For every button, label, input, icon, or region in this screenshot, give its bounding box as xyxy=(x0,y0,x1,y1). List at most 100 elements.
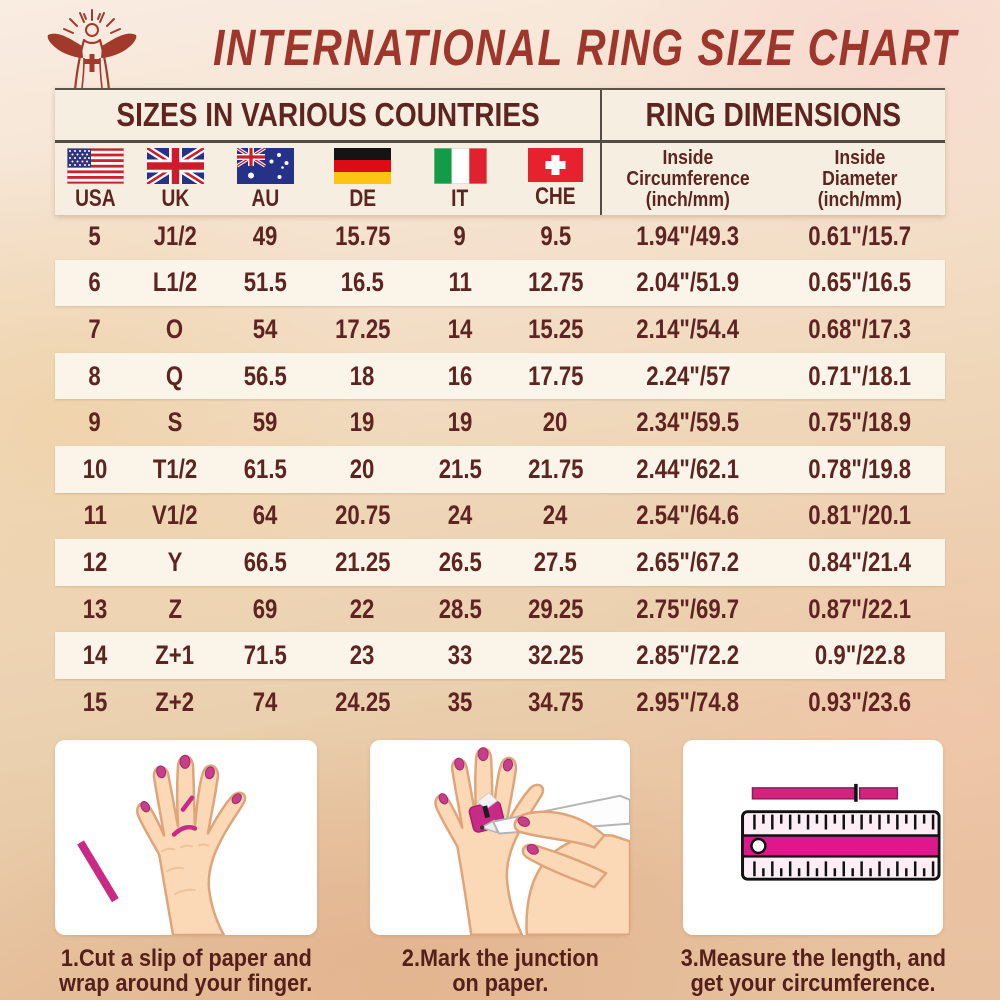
step3-caption: 3.Measure the length, and get your circu… xyxy=(680,945,946,997)
table-cell: 0.84"/21.4 xyxy=(808,546,912,577)
table-cell: 51.5 xyxy=(243,267,287,298)
table-cell: 21.5 xyxy=(438,453,482,484)
switzerland-flag-icon xyxy=(528,148,583,182)
table-cell: 11 xyxy=(83,500,107,531)
table-cell: 15.25 xyxy=(527,313,584,344)
table-row: 7 O 54 17.25 14 15.25 2.14"/54.4 0.68"/17.3 xyxy=(55,306,945,353)
table-cell: 26.5 xyxy=(438,546,482,577)
table-cell: 0.81"/20.1 xyxy=(808,500,912,531)
step1-panel xyxy=(55,740,317,935)
table-cell: 56.5 xyxy=(243,360,287,391)
table-cell: 2.65"/67.2 xyxy=(636,546,740,577)
table-cell: S xyxy=(167,407,183,438)
table-cell: 74 xyxy=(252,686,278,717)
table-cell: 0.65"/16.5 xyxy=(808,267,912,298)
table-cell: 24.25 xyxy=(334,686,391,717)
table-cell: 34.75 xyxy=(527,686,584,717)
table-cell: 20 xyxy=(543,407,568,438)
vertical-divider xyxy=(600,90,602,215)
table-row: 8 Q 56.5 18 16 17.75 2.24"/57 0.71"/18.1 xyxy=(55,352,945,400)
column-header-it: IT xyxy=(410,143,510,215)
table-cell: 29.25 xyxy=(527,593,584,624)
table-cell: 17.75 xyxy=(527,360,584,391)
table-cell: 2.24"/57 xyxy=(645,360,731,391)
table-cell: 33 xyxy=(447,640,473,671)
ruler-measuring-illustration xyxy=(741,783,941,881)
table-cell: 0.71"/18.1 xyxy=(808,360,912,391)
table-cell: 9.5 xyxy=(540,220,571,251)
table-cell: 0.93"/23.6 xyxy=(808,686,912,717)
table-cell: 0.87"/22.1 xyxy=(808,593,912,624)
table-row: 12 Y 66.5 21.25 26.5 27.5 2.65"/67.2 0.84"/21.4 xyxy=(55,539,945,586)
step1-caption: 1.Cut a slip of paper and wrap around yo… xyxy=(59,945,313,997)
table-cell: 2.85"/72.2 xyxy=(636,640,740,671)
table-cell: T1/2 xyxy=(152,453,198,484)
section-header-row: SIZES IN VARIOUS COUNTRIES RING DIMENSIO… xyxy=(55,90,945,140)
column-header-inside-circumference: Inside Circumference (inch/mm) xyxy=(626,146,750,211)
marking-junction-illustration xyxy=(434,747,630,935)
table-row: 10 T1/2 61.5 20 21.5 21.75 2.44"/62.1 0.78"/19.… xyxy=(55,445,945,493)
table-cell: 2.54"/64.6 xyxy=(636,500,740,531)
table-cell: 14 xyxy=(447,313,473,344)
australia-flag-icon xyxy=(236,148,294,184)
table-cell: 64 xyxy=(252,500,278,531)
table-cell: Z+1 xyxy=(155,640,195,671)
table-cell: 2.04"/51.9 xyxy=(636,267,740,298)
table-cell: 8 xyxy=(88,360,102,391)
table-row: 5 J1/2 49 15.75 9 9.5 1.94"/49.3 0.61"/15.7 xyxy=(55,213,945,260)
table-cell: 19 xyxy=(350,407,375,438)
table-cell: 69 xyxy=(252,593,278,624)
table-cell: 61.5 xyxy=(243,453,287,484)
table-cell: 16 xyxy=(447,360,473,391)
flag-header-row: USA UK xyxy=(55,143,945,215)
table-cell: 21.75 xyxy=(527,453,584,484)
table-cell: 0.61"/15.7 xyxy=(808,220,912,251)
table-cell: 2.95"/74.8 xyxy=(636,686,740,717)
table-cell: 1.94"/49.3 xyxy=(636,220,740,251)
table-cell: 2.14"/54.4 xyxy=(636,313,740,344)
table-cell: 18 xyxy=(350,360,375,391)
table-row: 9 S 59 19 19 20 2.34"/59.5 0.75"/18.9 xyxy=(55,399,945,446)
table-cell: 28.5 xyxy=(438,593,482,624)
table-cell: 59 xyxy=(252,407,278,438)
table-header-panel: SIZES IN VARIOUS COUNTRIES RING DIMENSIO… xyxy=(55,88,945,215)
table-cell: 15.75 xyxy=(334,220,391,251)
table-cell: 71.5 xyxy=(243,640,287,671)
table-cell: 21.25 xyxy=(334,546,391,577)
table-cell: 17.25 xyxy=(334,313,391,344)
table-cell: 9 xyxy=(88,407,102,438)
horizontal-divider xyxy=(55,140,945,143)
table-cell: 12 xyxy=(82,546,108,577)
column-header-au: AU xyxy=(215,143,315,215)
table-cell: 20.75 xyxy=(334,500,391,531)
page-title: INTERNATIONAL RING SIZE CHART xyxy=(213,19,958,76)
column-header-uk: UK xyxy=(135,143,215,215)
section-header-dimensions: RING DIMENSIONS xyxy=(645,96,901,133)
column-header-de: DE xyxy=(315,143,410,215)
column-header-usa: USA xyxy=(55,143,135,215)
table-cell: Z+2 xyxy=(155,686,195,717)
italy-flag-icon xyxy=(433,148,487,184)
table-cell: Y xyxy=(167,546,183,577)
table-cell: 15 xyxy=(82,686,108,717)
table-cell: Z xyxy=(168,593,182,624)
table-cell: J1/2 xyxy=(153,220,197,251)
table-row: 6 L1/2 51.5 16.5 11 12.75 2.04"/51.9 0.65"/16.5 xyxy=(55,259,945,307)
table-cell: 23 xyxy=(350,640,375,671)
section-header-countries: SIZES IN VARIOUS COUNTRIES xyxy=(116,96,540,133)
table-cell: O xyxy=(166,313,184,344)
table-rows: 5 J1/2 49 15.75 9 9.5 1.94"/49.3 0.61"/15.7 6 L1/… xyxy=(55,213,945,726)
step3-panel xyxy=(683,740,943,935)
table-cell: 16.5 xyxy=(340,267,385,298)
table-cell: 54 xyxy=(252,313,278,344)
table-cell: 35 xyxy=(447,686,473,717)
column-header-inside-diameter: Inside Diameter (inch/mm) xyxy=(817,146,903,211)
table-cell: 11 xyxy=(448,267,472,298)
table-cell: V1/2 xyxy=(152,500,198,531)
table-cell: 20 xyxy=(350,453,375,484)
table-cell: Q xyxy=(166,360,184,391)
table-cell: 10 xyxy=(82,453,108,484)
table-row: 15 Z+2 74 24.25 35 34.75 2.95"/74.8 0.93"/23.6 xyxy=(55,679,945,726)
table-row: 11 V1/2 64 20.75 24 24 2.54"/64.6 0.81"/20.1 xyxy=(55,493,945,540)
table-cell: 24 xyxy=(543,500,568,531)
